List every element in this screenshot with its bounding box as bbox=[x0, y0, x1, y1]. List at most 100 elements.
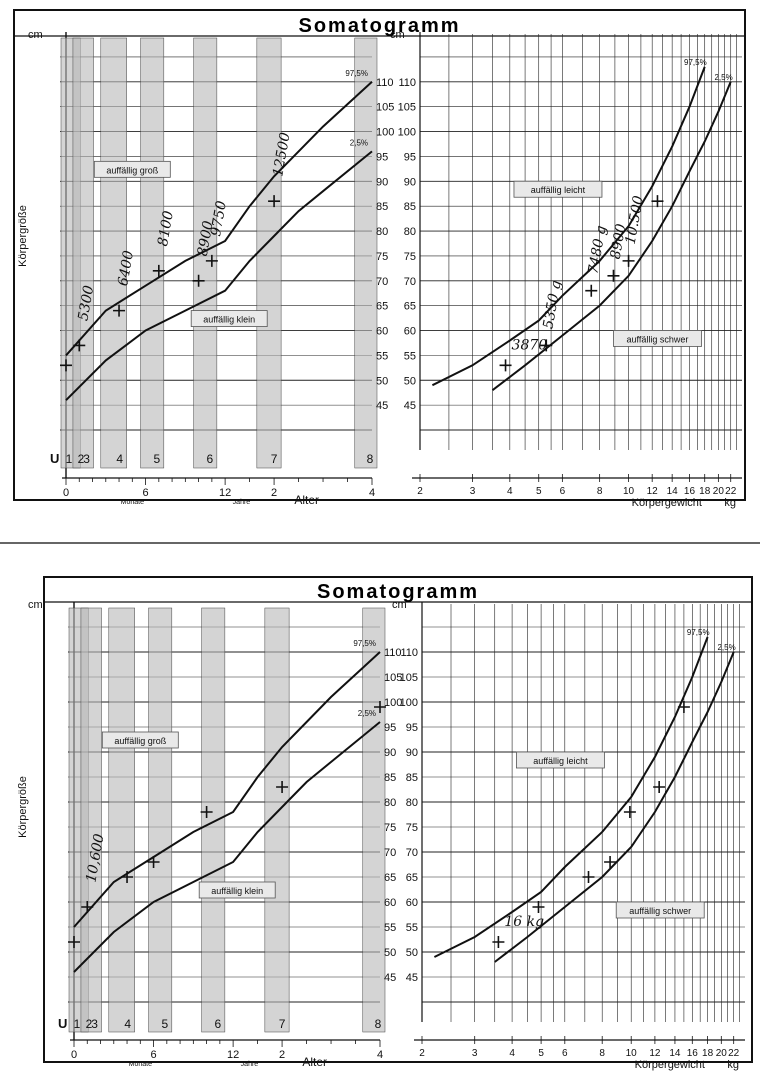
right-y-tick-label: 55 bbox=[406, 922, 418, 934]
region-label-box: auffällig klein bbox=[198, 881, 276, 899]
left-y-tick-label: 90 bbox=[384, 747, 396, 759]
height-measurement-mark bbox=[200, 806, 213, 818]
left-y-tick-label: 45 bbox=[376, 400, 388, 412]
u-row-label: U bbox=[50, 451, 59, 466]
right-percentile-curve bbox=[431, 66, 706, 387]
right-y-tick-label: 95 bbox=[406, 722, 418, 734]
right-y-label: cm bbox=[390, 29, 405, 41]
left-y-tick-label: 70 bbox=[376, 276, 388, 288]
right-percentile-curve bbox=[433, 636, 709, 958]
right-x-label: Körpergewicht bbox=[632, 497, 702, 509]
right-x-tick-label: 14 bbox=[667, 486, 679, 497]
handwritten-note: 12500 bbox=[270, 131, 294, 178]
right-x-tick-label: 20 bbox=[713, 486, 725, 497]
weight-measurement-mark bbox=[653, 781, 666, 793]
right-y-tick-label: 55 bbox=[404, 350, 416, 362]
right-y-tick-label: 60 bbox=[404, 326, 416, 338]
height-measurement-mark bbox=[205, 254, 218, 267]
left-percentile-label: 97,5% bbox=[345, 69, 368, 78]
left-x-tick-label: 6 bbox=[150, 1049, 156, 1061]
right-y-tick-label: 100 bbox=[400, 697, 418, 709]
height-measurement-mark bbox=[374, 701, 386, 713]
right-y-tick-label: 45 bbox=[404, 400, 416, 412]
u-exam-label: 2 bbox=[78, 452, 85, 466]
region-label-box: auffällig groß bbox=[101, 731, 179, 749]
left-x-tick-label: 2 bbox=[279, 1049, 285, 1061]
right-y-tick-label: 105 bbox=[398, 102, 416, 114]
right-y-tick-label: 95 bbox=[404, 151, 416, 163]
height-measurement-mark bbox=[81, 901, 94, 913]
right-x-tick-label: 16 bbox=[684, 486, 696, 497]
right-y-tick-label: 45 bbox=[406, 972, 418, 984]
handwritten-note: 8900 bbox=[608, 223, 630, 261]
region-label: auffällig groß bbox=[114, 736, 166, 746]
left-y-tick-label: 95 bbox=[376, 151, 388, 163]
u-exam-label: 2 bbox=[86, 1017, 93, 1031]
left-y-tick-label: 90 bbox=[376, 176, 388, 188]
weight-measurement-mark bbox=[623, 806, 636, 818]
region-label-box: auffällig groß bbox=[93, 160, 171, 178]
left-y-tick-label: 100 bbox=[376, 127, 394, 139]
handwritten-note: 6400 bbox=[115, 249, 137, 287]
region-label: auffällig leicht bbox=[531, 185, 586, 195]
u-exam-label: 6 bbox=[207, 452, 214, 466]
height-measurement-mark bbox=[73, 339, 86, 352]
u-band bbox=[80, 607, 102, 1033]
right-grid bbox=[421, 602, 745, 1022]
u-exam-label: 6 bbox=[215, 1017, 222, 1031]
right-x-tick-label: 4 bbox=[509, 1048, 515, 1059]
weight-measurement-mark bbox=[582, 871, 595, 883]
handwritten-note: 5300 bbox=[75, 284, 97, 322]
left-percentile-label: 2,5% bbox=[350, 138, 368, 147]
handwritten-note: 8900 bbox=[195, 220, 217, 258]
u-band bbox=[256, 37, 282, 469]
right-x-tick-label: 16 bbox=[687, 1048, 699, 1059]
right-y-tick-label: 85 bbox=[404, 201, 416, 213]
height-measurement-mark bbox=[121, 871, 134, 883]
right-x-tick-label: 20 bbox=[716, 1048, 728, 1059]
left-y-tick-label: 60 bbox=[376, 326, 388, 338]
right-x-unit: kg bbox=[727, 1059, 739, 1071]
height-measurement-mark bbox=[60, 359, 72, 372]
handwritten-note: 3870 bbox=[512, 337, 548, 353]
weight-measurement-mark bbox=[607, 269, 620, 282]
region-label-bg bbox=[198, 881, 276, 899]
region-label-box: auffällig leicht bbox=[513, 180, 603, 198]
chart-frame bbox=[13, 9, 746, 501]
right-percentile-label: 2,5% bbox=[717, 643, 735, 652]
right-x-tick-label: 10 bbox=[626, 1048, 638, 1059]
right-y-tick-label: 110 bbox=[398, 77, 416, 89]
left-y-tick-label: 50 bbox=[384, 947, 396, 959]
right-y-tick-label: 65 bbox=[406, 872, 418, 884]
height-measurement-mark bbox=[152, 264, 165, 277]
right-y-tick-label: 75 bbox=[404, 251, 416, 263]
right-y-tick-label: 50 bbox=[406, 947, 418, 959]
right-x-tick-label: 22 bbox=[728, 1048, 740, 1059]
u-exam-label: 3 bbox=[83, 452, 90, 466]
right-percentile-label: 97,5% bbox=[684, 58, 707, 67]
weight-measurement-mark bbox=[604, 856, 617, 868]
u-exam-label: 4 bbox=[124, 1017, 131, 1031]
chart-title: Somatogramm bbox=[317, 581, 479, 603]
right-x-tick-label: 5 bbox=[536, 486, 542, 497]
left-y-tick-label: 60 bbox=[384, 897, 396, 909]
left-y-unit: cm bbox=[28, 29, 43, 41]
right-x-tick-label: 4 bbox=[507, 486, 513, 497]
right-x-tick-label: 10 bbox=[623, 486, 635, 497]
region-label-bg bbox=[93, 160, 171, 178]
u-band bbox=[362, 607, 386, 1033]
left-x-tick-label: 6 bbox=[142, 487, 148, 499]
right-x-tick-label: 12 bbox=[649, 1048, 661, 1059]
right-x-tick-label: 5 bbox=[538, 1048, 544, 1059]
u-exam-label: 4 bbox=[116, 452, 123, 466]
region-label-bg bbox=[101, 731, 179, 749]
height-measurement-mark bbox=[192, 274, 205, 287]
right-x-tick-label: 6 bbox=[562, 1048, 568, 1059]
u-exam-label: 5 bbox=[153, 452, 160, 466]
chart-title: Somatogramm bbox=[298, 15, 460, 37]
right-x-tick-label: 3 bbox=[470, 486, 476, 497]
right-y-tick-label: 100 bbox=[398, 127, 416, 139]
right-x-unit: kg bbox=[724, 497, 736, 509]
weight-measurement-mark bbox=[622, 254, 635, 267]
somatogram-1: Somatogramm45505560657075808590951001051… bbox=[13, 9, 746, 509]
